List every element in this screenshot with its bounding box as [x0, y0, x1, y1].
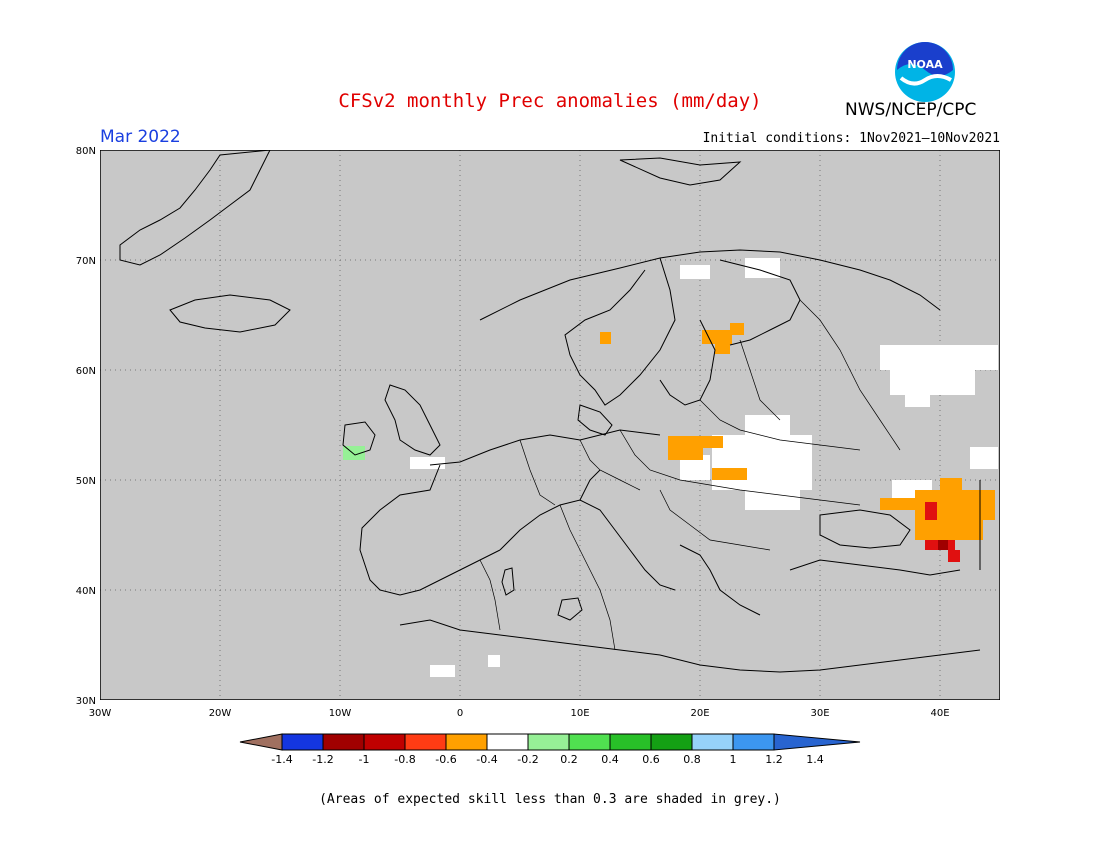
- colorbar-tick-label: -0.6: [435, 753, 456, 766]
- colorbar-tick-label: 0.6: [642, 753, 660, 766]
- colorbar-tick-label: 1: [730, 753, 737, 766]
- colorbar-swatch: [527, 733, 570, 751]
- colorbar-swatch: [281, 733, 324, 751]
- colorbar-tick-label: 0.4: [601, 753, 619, 766]
- forecast-month: Mar 2022: [100, 127, 181, 147]
- lat-label: 30N: [76, 696, 96, 707]
- lat-label: 70N: [76, 256, 96, 267]
- colorbar-tick-label: 0.8: [683, 753, 701, 766]
- colorbar-tick-label: -1.4: [271, 753, 292, 766]
- lat-label: 40N: [76, 586, 96, 597]
- colorbar-swatch: [322, 733, 365, 751]
- skill-grey-background: [100, 150, 1000, 700]
- lat-label: 50N: [76, 476, 96, 487]
- precip-anomaly-map: [100, 150, 1000, 700]
- map-title: CFSv2 monthly Prec anomalies (mm/day): [338, 90, 762, 112]
- colorbar-swatch: [445, 733, 488, 751]
- initial-conditions: Initial conditions: 1Nov2021—10Nov2021: [702, 131, 1000, 146]
- lat-label: 60N: [76, 366, 96, 377]
- colorbar-swatch: [650, 733, 693, 751]
- colorbar-tick-label: -0.8: [394, 753, 415, 766]
- svg-text:NOAA: NOAA: [907, 58, 943, 71]
- lon-label: 10E: [570, 708, 589, 719]
- lon-label: 0: [457, 708, 463, 719]
- colorbar-swatch: [404, 733, 447, 751]
- coastlines: [119, 150, 981, 673]
- lon-label: 30W: [89, 708, 112, 719]
- colorbar-lower-arrow: [239, 733, 283, 751]
- lat-label: 80N: [76, 146, 96, 157]
- noaa-logo: NOAA: [895, 42, 955, 102]
- colorbar-tick-label: 1.2: [765, 753, 783, 766]
- lon-label: 30E: [810, 708, 829, 719]
- colorbar-swatch: [732, 733, 775, 751]
- colorbar-swatch: [363, 733, 406, 751]
- colorbar-tick-label: -1.2: [312, 753, 333, 766]
- colorbar-tick-label: 0.2: [560, 753, 578, 766]
- colorbar-tick-label: -0.4: [476, 753, 497, 766]
- lon-label: 20W: [209, 708, 232, 719]
- organization-label: NWS/NCEP/CPC: [845, 100, 977, 120]
- lon-label: 10W: [329, 708, 352, 719]
- latitude-labels: 80N 70N 60N 50N 40N 30N: [76, 146, 96, 707]
- country-borders: [479, 299, 901, 651]
- colorbar-tick-label: -1: [359, 753, 370, 766]
- colorbar-upper-arrow: [773, 733, 861, 751]
- colorbar-tick-label: -0.2: [517, 753, 538, 766]
- anomaly-white-patches: [410, 258, 998, 677]
- colorbar-swatch: [568, 733, 611, 751]
- anomaly-darkred-patches: [938, 540, 948, 550]
- longitude-labels: 30W 20W 10W 0 10E 20E 30E 40E: [89, 708, 950, 719]
- colorbar-swatch: [486, 733, 529, 751]
- lon-label: 40E: [930, 708, 949, 719]
- lon-label: 20E: [690, 708, 709, 719]
- gridlines: [100, 150, 1000, 700]
- colorbar-swatch: [609, 733, 652, 751]
- colorbar-swatch: [691, 733, 734, 751]
- color-bar: -1.4 -1.2 -1 -0.8 -0.6 -0.4 -0.2 0.2 0.4 0.6 0.8 1 1…: [239, 733, 861, 766]
- colorbar-tick-label: 1.4: [806, 753, 824, 766]
- skill-footnote: (Areas of expected skill less than 0.3 a…: [319, 792, 781, 807]
